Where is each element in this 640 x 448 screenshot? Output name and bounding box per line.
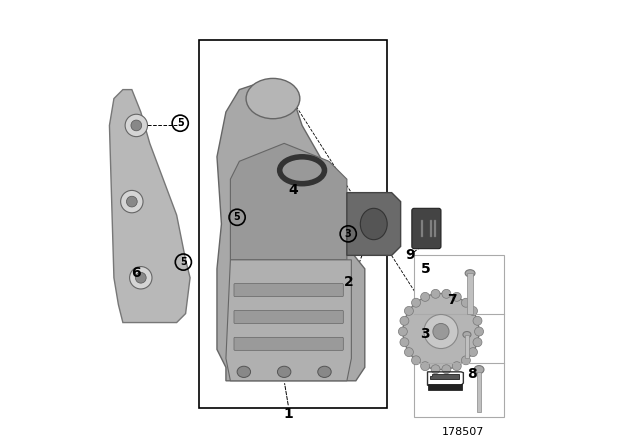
Circle shape: [404, 306, 413, 315]
Ellipse shape: [474, 366, 484, 374]
Circle shape: [473, 338, 482, 347]
Circle shape: [424, 314, 458, 349]
Circle shape: [433, 323, 449, 340]
Text: 9: 9: [406, 248, 415, 263]
Polygon shape: [217, 81, 365, 381]
FancyBboxPatch shape: [414, 255, 504, 417]
FancyBboxPatch shape: [435, 220, 436, 237]
Ellipse shape: [317, 366, 332, 377]
FancyBboxPatch shape: [477, 372, 481, 412]
Polygon shape: [109, 90, 190, 323]
FancyBboxPatch shape: [412, 208, 441, 249]
Circle shape: [452, 362, 461, 370]
Circle shape: [400, 338, 409, 347]
Text: 4: 4: [288, 183, 298, 198]
Ellipse shape: [246, 78, 300, 119]
Polygon shape: [226, 260, 351, 381]
Circle shape: [473, 316, 482, 325]
Circle shape: [412, 356, 420, 365]
Circle shape: [468, 348, 477, 357]
Ellipse shape: [278, 366, 291, 377]
Text: 2: 2: [344, 275, 354, 289]
Circle shape: [452, 293, 461, 302]
Text: 7: 7: [447, 293, 457, 307]
Polygon shape: [230, 143, 347, 260]
Circle shape: [461, 298, 470, 307]
Polygon shape: [430, 374, 459, 379]
Ellipse shape: [465, 270, 475, 277]
Text: 3: 3: [345, 229, 351, 239]
Ellipse shape: [463, 332, 471, 338]
Circle shape: [400, 316, 409, 325]
Circle shape: [420, 362, 429, 370]
Circle shape: [474, 327, 484, 336]
Circle shape: [130, 267, 152, 289]
Circle shape: [136, 272, 146, 283]
Text: 5: 5: [177, 118, 184, 128]
Text: 8: 8: [467, 367, 477, 381]
FancyBboxPatch shape: [467, 273, 473, 314]
Circle shape: [404, 348, 413, 357]
FancyBboxPatch shape: [465, 335, 469, 358]
Text: 5: 5: [420, 262, 430, 276]
FancyBboxPatch shape: [428, 384, 463, 390]
Text: 6: 6: [131, 266, 141, 280]
Text: 3: 3: [420, 327, 430, 341]
FancyBboxPatch shape: [234, 337, 343, 350]
FancyBboxPatch shape: [430, 220, 432, 237]
Circle shape: [442, 289, 451, 298]
Circle shape: [403, 293, 479, 370]
Circle shape: [442, 365, 451, 374]
Circle shape: [412, 298, 420, 307]
Circle shape: [420, 293, 429, 302]
Text: 5: 5: [180, 257, 187, 267]
Circle shape: [127, 196, 137, 207]
FancyBboxPatch shape: [421, 220, 423, 237]
Ellipse shape: [237, 366, 251, 377]
Text: 178507: 178507: [442, 427, 484, 437]
Ellipse shape: [360, 208, 387, 240]
Text: 1: 1: [284, 407, 294, 422]
Circle shape: [431, 365, 440, 374]
Circle shape: [468, 306, 477, 315]
FancyBboxPatch shape: [234, 284, 343, 297]
Circle shape: [461, 356, 470, 365]
Circle shape: [125, 114, 148, 137]
Circle shape: [121, 190, 143, 213]
Circle shape: [431, 289, 440, 298]
FancyBboxPatch shape: [234, 310, 343, 323]
Polygon shape: [347, 193, 401, 255]
Circle shape: [131, 120, 141, 131]
Circle shape: [398, 327, 408, 336]
Text: 5: 5: [234, 212, 241, 222]
